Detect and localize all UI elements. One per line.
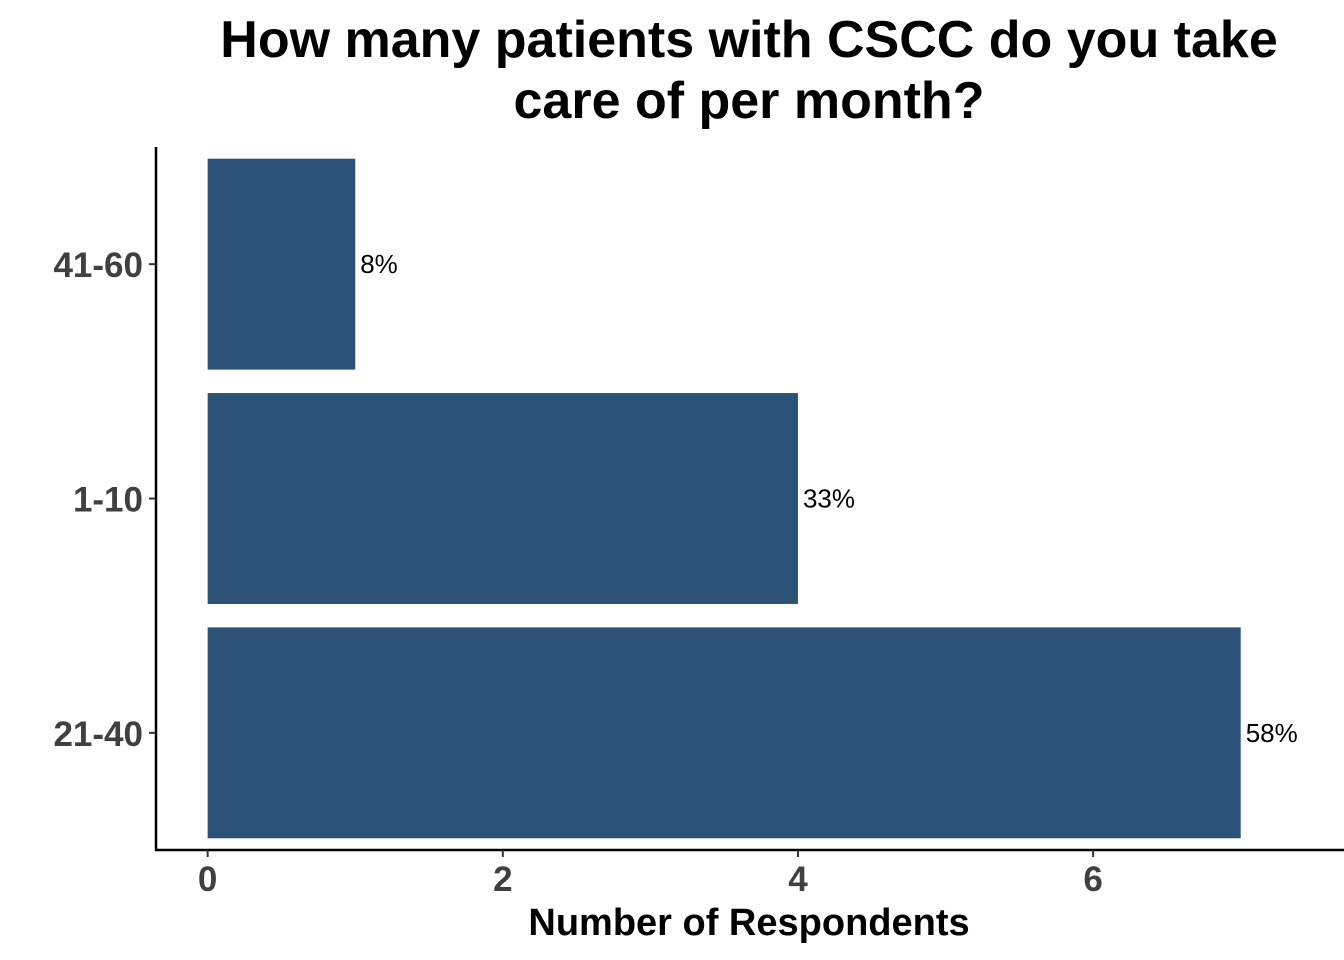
bar-21-40	[207, 627, 1241, 839]
data-label-21-40: 58%	[1246, 718, 1298, 748]
y-tick-label-1-10: 1-10	[73, 481, 143, 520]
x-tick-label-2: 2	[493, 860, 512, 899]
bar-41-60	[207, 158, 356, 370]
chart-title: How many patients with CSCC do you take …	[220, 11, 1277, 130]
x-tick-label-6: 6	[1083, 860, 1102, 899]
data-label-1-10: 33%	[803, 484, 855, 514]
axes-layer: 41-60 1-10 21-40 0 2 4 6	[53, 147, 1344, 899]
bars-layer: 8% 33% 58%	[207, 158, 1298, 839]
data-label-41-60: 8%	[360, 249, 398, 279]
bar-1-10	[207, 393, 798, 604]
chart-title-line-1: How many patients with CSCC do you take	[220, 11, 1277, 69]
y-tick-label-41-60: 41-60	[53, 246, 143, 285]
x-tick-label-0: 0	[198, 860, 217, 899]
y-tick-label-21-40: 21-40	[53, 715, 143, 754]
x-axis-title: Number of Respondents	[528, 902, 969, 944]
chart-title-line-2: care of per month?	[514, 72, 985, 130]
x-tick-label-4: 4	[788, 860, 808, 899]
